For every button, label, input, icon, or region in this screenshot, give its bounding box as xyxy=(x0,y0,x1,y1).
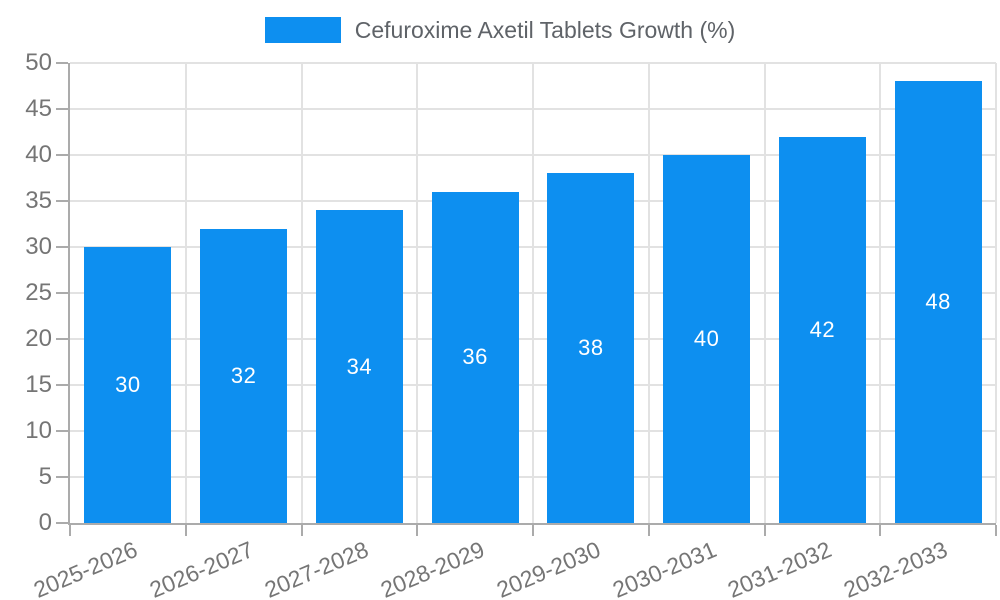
y-tick-40 xyxy=(56,154,68,156)
bar-2027-2028[interactable]: 34 xyxy=(315,210,403,523)
bar-2030-2031[interactable]: 40 xyxy=(663,155,751,523)
y-tick-15 xyxy=(56,384,68,386)
x-axis-label-2025-2026: 2025-2026 xyxy=(29,536,142,600)
chart-legend: Cefuroxime Axetil Tablets Growth (%) xyxy=(0,15,1000,45)
gridline-x-8 xyxy=(995,63,997,523)
bar-2031-2032[interactable]: 42 xyxy=(778,136,866,523)
x-tick-7 xyxy=(879,525,882,536)
legend-item[interactable]: Cefuroxime Axetil Tablets Growth (%) xyxy=(264,15,736,45)
y-tick-0 xyxy=(56,522,68,524)
y-axis-label-0: 0 xyxy=(38,509,52,536)
legend-label: Cefuroxime Axetil Tablets Growth (%) xyxy=(354,17,736,43)
bar-value-label-2030-2031: 40 xyxy=(693,326,720,351)
x-tick-6 xyxy=(763,525,766,536)
y-tick-35 xyxy=(56,200,68,202)
y-tick-30 xyxy=(56,246,68,248)
x-tick-1 xyxy=(184,525,187,536)
bar-value-label-2029-2030: 38 xyxy=(578,335,604,361)
x-tick-8 xyxy=(995,525,997,536)
y-tick-50 xyxy=(56,62,68,64)
bar-value-label-2028-2029: 36 xyxy=(462,344,488,370)
y-tick-10 xyxy=(56,430,68,432)
bar-2026-2027[interactable]: 32 xyxy=(200,228,288,523)
gridline-x-2 xyxy=(300,63,303,523)
x-axis-label-2029-2030: 2029-2030 xyxy=(492,536,605,600)
x-tick-2 xyxy=(300,525,303,536)
x-axis-label-2030-2031: 2030-2031 xyxy=(608,536,720,600)
y-axis-label-10: 10 xyxy=(25,417,52,444)
bar-2025-2026[interactable]: 30 xyxy=(84,247,172,523)
y-axis-label-5: 5 xyxy=(38,463,52,490)
y-axis-label-40: 40 xyxy=(25,141,52,168)
x-axis-label-2026-2027: 2026-2027 xyxy=(145,536,257,600)
y-axis-label-50: 50 xyxy=(25,49,52,76)
x-axis-label-2028-2029: 2028-2029 xyxy=(376,536,489,600)
y-axis-label-35: 35 xyxy=(25,187,52,214)
gridline-x-6 xyxy=(763,63,766,523)
x-tick-0 xyxy=(69,525,71,536)
bar-2028-2029[interactable]: 36 xyxy=(431,191,519,523)
bar-2032-2033[interactable]: 48 xyxy=(894,81,982,523)
gridline-x-5 xyxy=(647,63,650,523)
y-tick-45 xyxy=(56,108,68,110)
plot-area: 30 32 34 36 38 40 42 48 xyxy=(56,62,997,536)
y-axis-label-45: 45 xyxy=(25,95,52,122)
x-tick-3 xyxy=(416,525,419,536)
y-tick-20 xyxy=(56,338,68,340)
x-axis-label-2031-2032: 2031-2032 xyxy=(724,536,836,600)
bar-value-label-2027-2028: 34 xyxy=(346,353,373,379)
bar-value-label-2025-2026: 30 xyxy=(115,372,141,397)
gridline-x-3 xyxy=(416,63,419,523)
gridline-x-7 xyxy=(879,63,882,523)
y-axis-label-25: 25 xyxy=(25,279,52,306)
bar-value-label-2031-2032: 42 xyxy=(809,316,836,342)
x-axis-label-2032-2033: 2032-2033 xyxy=(839,536,952,600)
x-tick-4 xyxy=(532,525,534,536)
y-axis-label-15: 15 xyxy=(25,371,52,398)
y-axis-label-30: 30 xyxy=(25,233,52,260)
gridline-x-1 xyxy=(184,63,187,523)
y-axis-label-20: 20 xyxy=(25,325,52,352)
x-axis-label-2027-2028: 2027-2028 xyxy=(261,536,373,600)
gridline-x-4 xyxy=(532,63,534,523)
bar-2029-2030[interactable]: 38 xyxy=(547,173,635,523)
legend-swatch xyxy=(264,17,341,43)
y-tick-25 xyxy=(56,292,68,294)
y-tick-5 xyxy=(56,476,68,478)
bar-value-label-2026-2027: 32 xyxy=(230,362,257,388)
bar-value-label-2032-2033: 48 xyxy=(925,289,951,315)
x-tick-5 xyxy=(647,525,650,536)
